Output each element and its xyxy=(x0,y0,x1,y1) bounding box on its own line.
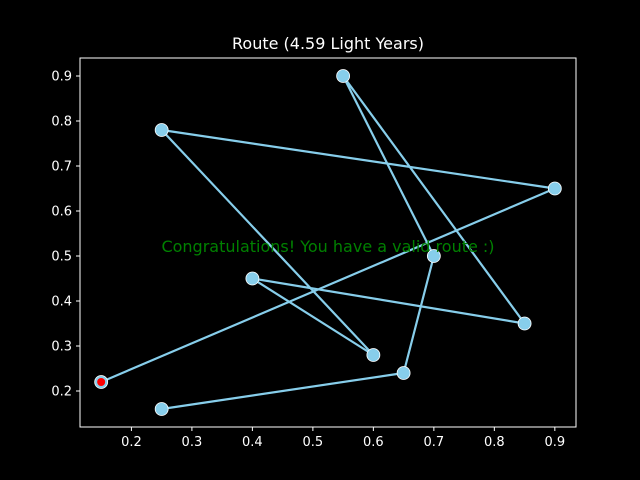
x-tick-label-7: 0.9 xyxy=(544,435,565,450)
y-tick-label-4: 0.6 xyxy=(51,205,72,220)
route-point-3 xyxy=(366,348,381,362)
route-point-4 xyxy=(245,271,260,286)
route-point-9 xyxy=(154,402,169,416)
chart-title: Route (4.59 Light Years) xyxy=(232,34,424,53)
plot-area: 0.2 0.3 0.4 0.5 0.6 0.7 0.8 0.9 0.2 0.3 0.4 0.5 0.6 0… xyxy=(51,57,577,450)
x-tick-label-1: 0.3 xyxy=(182,435,203,450)
plot-frame xyxy=(79,57,577,428)
y-tick-label-3: 0.5 xyxy=(51,250,72,265)
route-point-7 xyxy=(426,249,441,263)
route-point-2 xyxy=(154,123,169,137)
start-point-marker xyxy=(97,378,106,386)
route-annotation: Congratulations! You have a valid route … xyxy=(161,237,494,256)
x-tick-label-6: 0.8 xyxy=(484,435,505,450)
x-tick-label-5: 0.7 xyxy=(424,435,445,450)
y-tick-label-2: 0.4 xyxy=(51,295,72,310)
y-tick-label-5: 0.7 xyxy=(51,160,72,175)
route-point-1 xyxy=(547,181,562,196)
route-point-5 xyxy=(517,316,532,331)
x-tick-label-3: 0.5 xyxy=(303,435,324,450)
x-tick-label-2: 0.4 xyxy=(242,435,263,450)
y-tick-label-6: 0.8 xyxy=(51,115,72,130)
y-tick-label-0: 0.2 xyxy=(51,385,72,400)
y-tick-label-1: 0.3 xyxy=(51,340,72,355)
route-line xyxy=(100,74,556,411)
x-tick-label-0: 0.2 xyxy=(121,435,142,450)
route-point-8 xyxy=(396,366,411,380)
y-tick-label-7: 0.9 xyxy=(51,70,72,85)
route-point-6 xyxy=(336,69,351,83)
x-tick-label-4: 0.6 xyxy=(363,435,384,450)
